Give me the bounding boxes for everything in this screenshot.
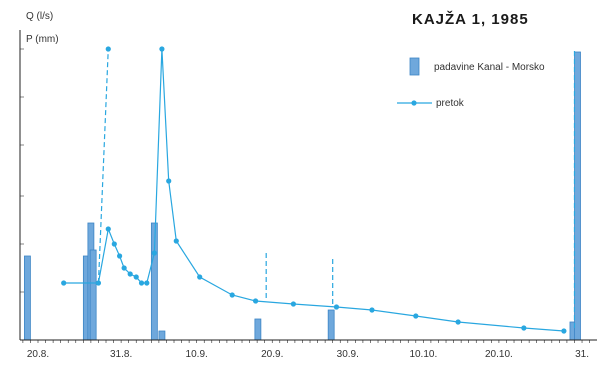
precipitation-bars [24, 51, 581, 341]
legend-bar-swatch [409, 57, 420, 76]
x-tick-label-1: 31.8. [110, 349, 132, 360]
flow-point-9 [144, 280, 150, 286]
flow-point-2 [105, 226, 111, 232]
flow-point-19 [369, 307, 375, 313]
precip-bar-3 [89, 249, 97, 341]
flow-point-6 [127, 271, 133, 277]
flow-point-15 [229, 292, 235, 298]
flow-point-18 [333, 304, 340, 310]
flow-point-13 [173, 238, 179, 244]
flow-point-10 [151, 250, 157, 256]
flow-point-22 [521, 325, 527, 331]
flow-line-path [63, 48, 564, 332]
legend-line-label: pretok [436, 98, 465, 109]
precip-bar-0 [24, 255, 31, 341]
flow-point-21 [455, 319, 461, 325]
x-tick-labels: 20.8. 31.8. 10.9. 20.9. 30.9. 10.10. 20.10. 31. [27, 349, 589, 360]
x-tick-label-3: 20.9. [261, 349, 283, 360]
flow-point-20 [413, 313, 419, 319]
flow-point-1 [95, 280, 102, 286]
y-axis-label-p: P (mm) [26, 34, 59, 45]
flow-point-peak [105, 46, 111, 52]
y-axis-label-q: Q (l/s) [26, 11, 53, 22]
precip-bar-5 [158, 330, 166, 341]
flow-point-0 [61, 280, 67, 286]
flow-rising-limb-0 [97, 48, 109, 284]
y-gridlines [20, 48, 24, 293]
x-tick-label-0: 20.8. [27, 349, 49, 360]
precip-bar-6 [254, 318, 262, 341]
flow-point-17 [290, 301, 296, 307]
x-tick-label-6: 20.10. [485, 349, 513, 360]
x-tick-label-7: 31. [575, 349, 589, 360]
flow-point-7 [133, 274, 139, 280]
chart-title: KAJŽA 1, 1985 [412, 10, 529, 28]
flow-line [61, 46, 576, 334]
legend: padavine Kanal - Morsko pretok [397, 57, 545, 109]
flow-point-14 [197, 274, 203, 280]
precip-bar-7 [327, 309, 335, 341]
flow-point-12 [166, 178, 172, 184]
precip-bar-9 [574, 51, 581, 341]
flow-point-5 [121, 265, 127, 271]
flow-point-8 [138, 280, 145, 286]
flow-point-4 [117, 253, 123, 259]
legend-bar-label: padavine Kanal - Morsko [434, 62, 545, 73]
x-tick-label-2: 10.9. [186, 349, 208, 360]
x-tick-label-5: 10.10. [409, 349, 437, 360]
flow-point-11 [159, 46, 165, 52]
x-tick-label-4: 30.9. [337, 349, 359, 360]
flow-point-3 [111, 241, 117, 247]
flow-point-16 [253, 298, 259, 304]
flow-point-23 [561, 328, 567, 334]
axes [19, 30, 597, 343]
legend-line-marker [411, 100, 417, 106]
